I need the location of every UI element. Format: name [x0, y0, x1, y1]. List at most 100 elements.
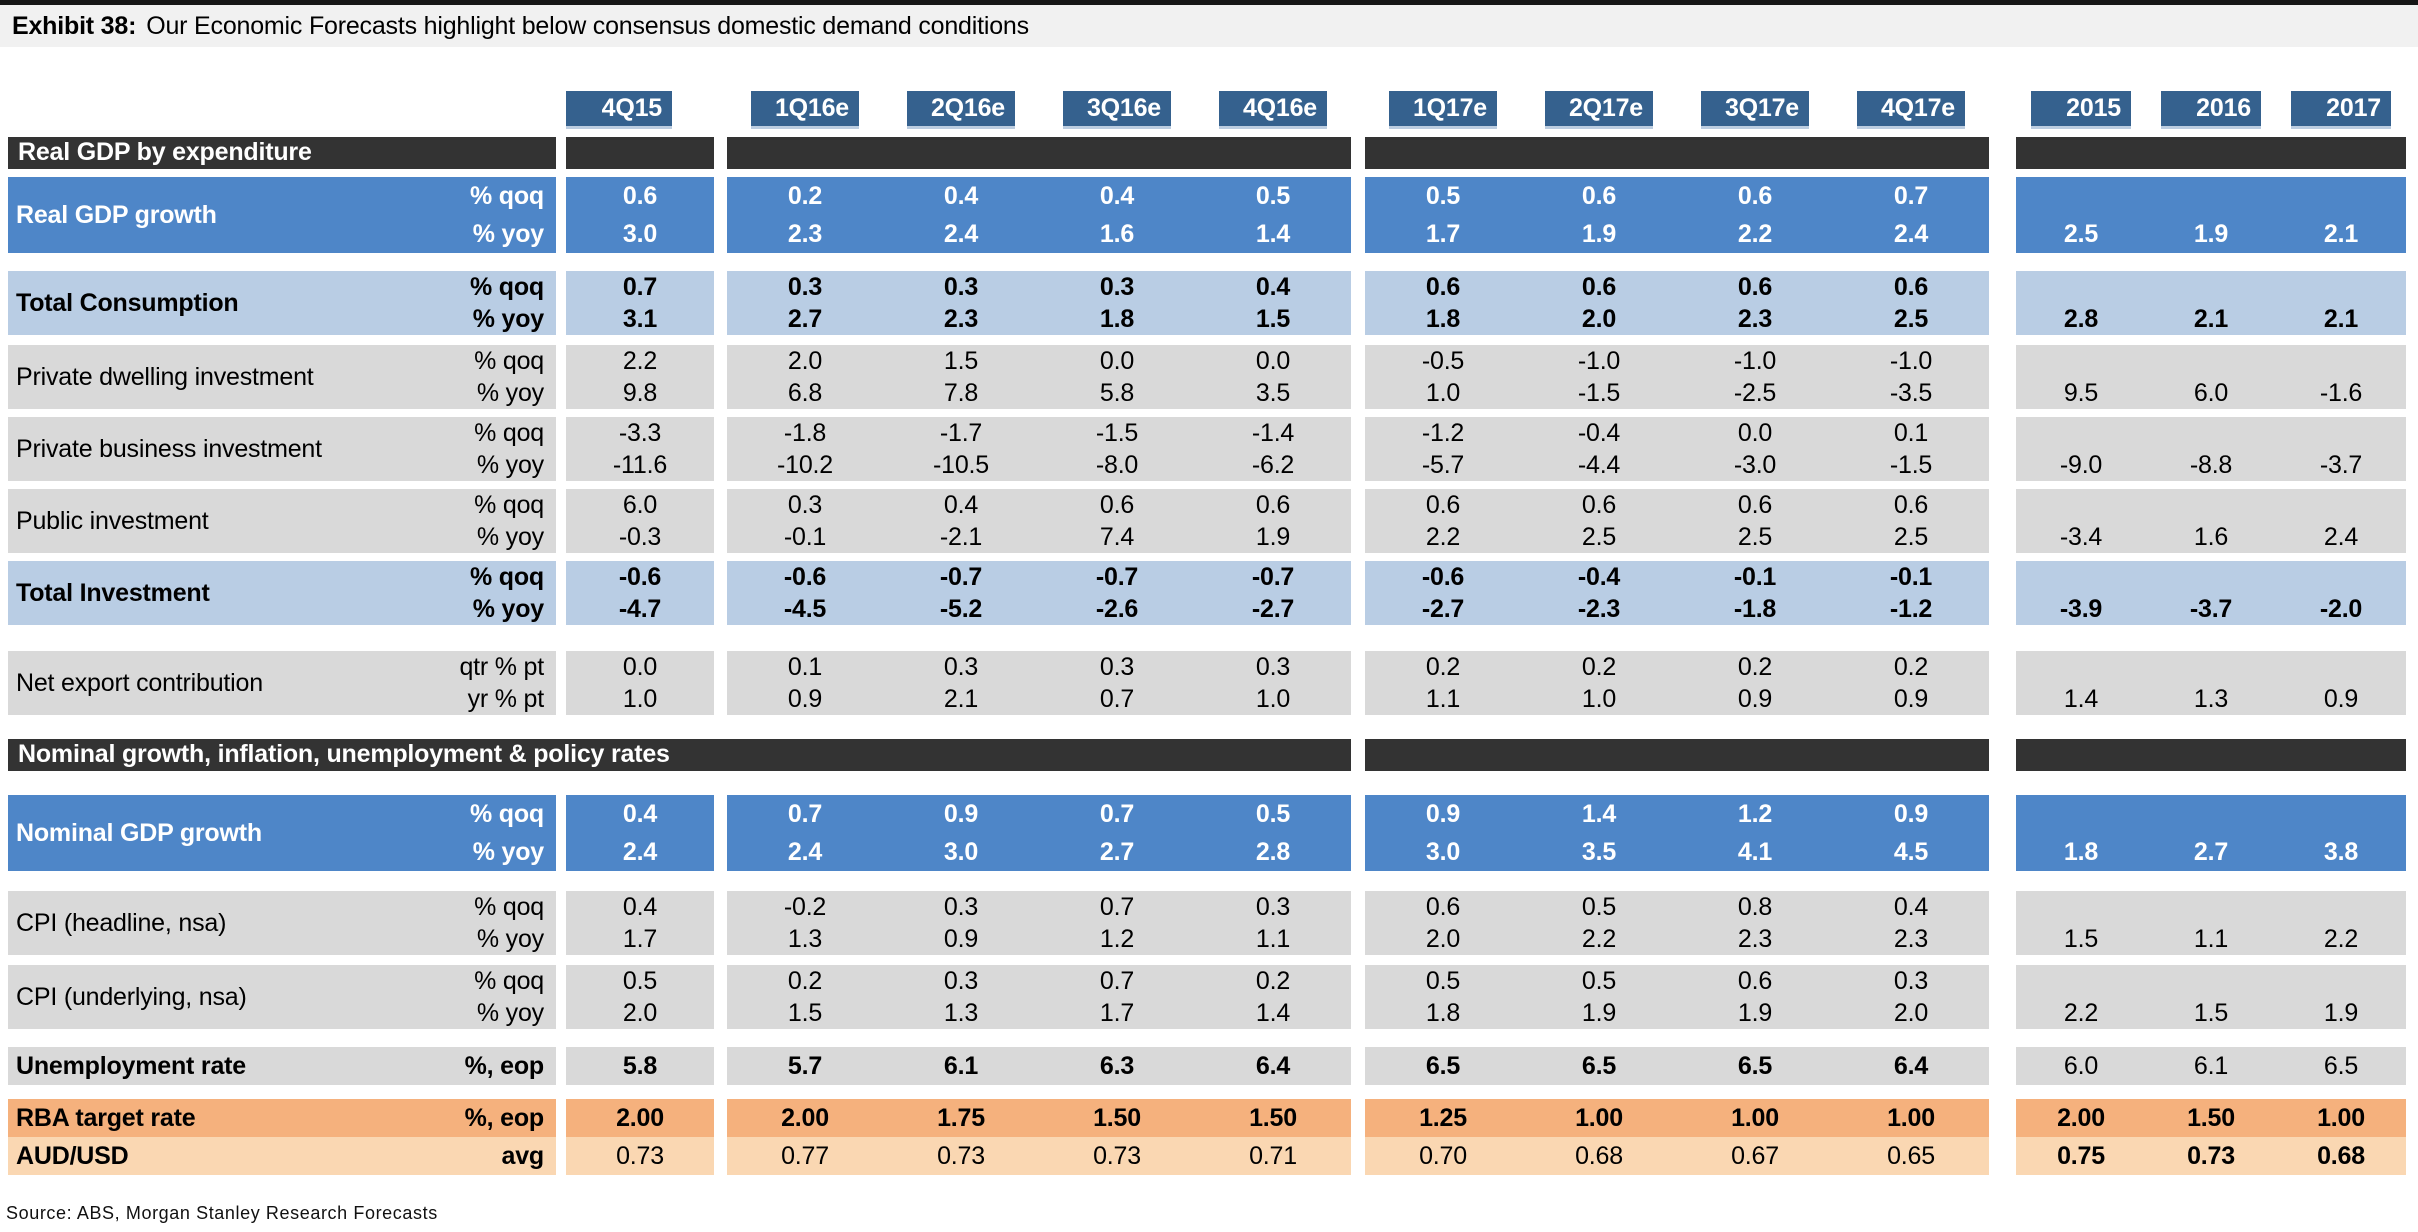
- cell-value: 0.6: [1737, 967, 1773, 995]
- cell-value: 0.6: [1893, 273, 1929, 301]
- year-column: 1.00: [2276, 1099, 2406, 1137]
- group-2016: 5.7 6.1 6.3 6.4: [727, 1047, 1351, 1085]
- cell-value: 1.5: [943, 347, 979, 375]
- group-2016: 2.00 1.75 1.50 1.50: [727, 1099, 1351, 1137]
- cell-value: 0.7: [1099, 967, 1135, 995]
- cell-value: 0.3: [1099, 653, 1135, 681]
- group-annual: 2.00 1.50 1.00: [2016, 1099, 2406, 1137]
- row-real-gdp-growth: Real GDP growth% qoq% yoy 0.6 3.0 0.2 2.3 0.4…: [8, 177, 2406, 253]
- cell-value: 0.6: [1581, 182, 1617, 210]
- cell-value: 1.4: [1581, 800, 1617, 828]
- cell-value: 0.5: [622, 967, 658, 995]
- cell-value: 6.1: [943, 1052, 979, 1080]
- cell-value: 2.3: [1737, 305, 1773, 333]
- row-label: Public investment: [16, 506, 209, 535]
- cell-value: 0.5: [1581, 967, 1617, 995]
- section-bar-segment: [727, 137, 1351, 169]
- cell-value: 0.9: [1425, 800, 1461, 828]
- cell-value: 1.0: [622, 685, 658, 713]
- cell-value: 0.7: [1099, 800, 1135, 828]
- cell-value: 1.8: [1425, 999, 1461, 1027]
- row-label: RBA target rate: [16, 1103, 196, 1132]
- cell-value: -0.4: [1577, 563, 1621, 591]
- cell-value: 0.9: [1737, 685, 1773, 713]
- column-header: 2015: [2031, 91, 2131, 129]
- quarter-column: -0.2 1.3: [727, 891, 883, 955]
- quarter-column: 0.6 2.2: [1365, 489, 1521, 553]
- cell-value: 1.9: [1581, 999, 1617, 1027]
- row-aud-usd: AUD/USD avg 0.73 0.77 0.73 0.73 0.71 0.70 0.68 0.…: [8, 1137, 2406, 1175]
- cell-value: 1.8: [1099, 305, 1135, 333]
- cell-value: 1.75: [937, 1104, 985, 1132]
- row-unit: % yoy: [476, 999, 544, 1027]
- group-2017: 1.25 1.00 1.00 1.00: [1365, 1099, 1989, 1137]
- cell-value: 2.0: [1893, 999, 1929, 1027]
- cell-value: 6.8: [787, 379, 823, 407]
- row-total-investment: Total Investment % qoq % yoy -0.6 -4.7 -0.6 -4…: [8, 561, 2406, 625]
- row-label: Private dwelling investment: [16, 362, 314, 391]
- row-unit: % qoq: [474, 419, 544, 447]
- year-column: 2.00: [2016, 1099, 2146, 1137]
- cell-value: [2146, 489, 2276, 521]
- cell-value: -0.6: [783, 563, 827, 591]
- quarter-column: -1.2 -5.7: [1365, 417, 1521, 481]
- column-header: 1Q17e: [1389, 91, 1497, 129]
- quarter-column: 0.6 7.4: [1039, 489, 1195, 553]
- quarter-column: 0.9 3.0: [883, 795, 1039, 871]
- row-label-cell: CPI (headline, nsa) % qoq % yoy: [8, 891, 556, 955]
- group-2016: 0.2 1.5 0.3 1.3 0.7 1.7 0.2 1.4: [727, 965, 1351, 1029]
- quarter-column: -1.5 -8.0: [1039, 417, 1195, 481]
- column-header: 3Q17e: [1701, 91, 1809, 129]
- cell-value: 3.1: [622, 305, 658, 333]
- cell-value: 9.5: [2063, 379, 2099, 407]
- group-2016: 0.3 2.7 0.3 2.3 0.3 1.8 0.4 1.5: [727, 271, 1351, 335]
- cell-value: [2016, 891, 2146, 923]
- cell-value: 1.0: [1255, 685, 1291, 713]
- cell-value: 1.5: [2063, 925, 2099, 953]
- group-2017: 0.2 1.1 0.2 1.0 0.2 0.9 0.2 0.9: [1365, 651, 1989, 715]
- quarter-column: 2.0 6.8: [727, 345, 883, 409]
- column-header: 1Q16e: [751, 91, 859, 129]
- quarter-column: 0.7 2.4: [1833, 177, 1989, 253]
- cell-value: 0.7: [787, 800, 823, 828]
- quarter-column: -0.4 -4.4: [1521, 417, 1677, 481]
- row-units: % qoq % yoy: [474, 489, 544, 553]
- cell-value: 2.8: [2063, 305, 2099, 333]
- year-column: 0.75: [2016, 1137, 2146, 1175]
- cell-value: -1.0: [1577, 347, 1621, 375]
- group-2017: -1.2 -5.7 -0.4 -4.4 0.0 -3.0 0.1 -1.5: [1365, 417, 1989, 481]
- cell-value: 0.6: [1425, 273, 1461, 301]
- cell-value: 1.6: [2193, 523, 2229, 551]
- cell-value: -0.4: [1577, 419, 1621, 447]
- cell-value: [2276, 489, 2406, 521]
- quarter-column: 0.6 2.5: [1833, 271, 1989, 335]
- cell-value: -1.0: [1733, 347, 1777, 375]
- cell-value: 0.6: [1255, 491, 1291, 519]
- group-2017: -0.5 1.0 -1.0 -1.5 -1.0 -2.5 -1.0 -3.5: [1365, 345, 1989, 409]
- row-label: Total Investment: [16, 578, 210, 607]
- year-column: 2.8: [2016, 271, 2146, 335]
- row-units: %, eop: [465, 1099, 545, 1137]
- group-annual: -3.9 -3.7 -2.0: [2016, 561, 2406, 625]
- year-column: 2.1: [2276, 271, 2406, 335]
- exhibit-title-text: Our Economic Forecasts highlight below c…: [146, 11, 1029, 40]
- cell-value: [2146, 177, 2276, 215]
- quarter-column: 1.2 4.1: [1677, 795, 1833, 871]
- cell-value: -0.7: [1251, 563, 1295, 591]
- cell-value: 0.7: [1099, 893, 1135, 921]
- cell-value: [2016, 345, 2146, 377]
- quarter-column: 0.3 1.0: [1195, 651, 1351, 715]
- cell-value: 0.3: [1099, 273, 1135, 301]
- cell-value: -3.4: [2059, 523, 2103, 551]
- row-unemployment-rate: Unemployment rate%, eop 5.8 5.7 6.1 6.3 6.4 6.…: [8, 1047, 2406, 1085]
- quarter-column: -1.4 -6.2: [1195, 417, 1351, 481]
- quarter-column: 0.0 -3.0: [1677, 417, 1833, 481]
- year-column: 0.68: [2276, 1137, 2406, 1175]
- quarter-column: 0.4 1.5: [1195, 271, 1351, 335]
- cell-value: [2016, 417, 2146, 449]
- group-2016: 0.1 0.9 0.3 2.1 0.3 0.7 0.3 1.0: [727, 651, 1351, 715]
- quarter-column: 6.5: [1365, 1047, 1521, 1085]
- row-unit: % yoy: [476, 379, 544, 407]
- quarter-column: -1.0 -2.5: [1677, 345, 1833, 409]
- cell-value: 2.7: [787, 305, 823, 333]
